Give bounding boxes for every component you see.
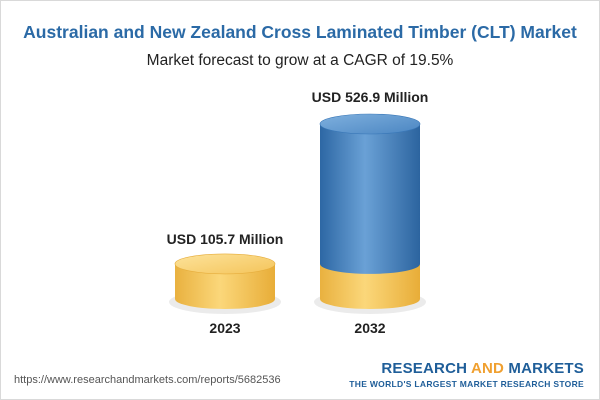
brand-name: RESEARCH AND MARKETS xyxy=(349,360,584,377)
bar-top-2023 xyxy=(174,253,276,275)
data-label-2023: USD 105.7 Million xyxy=(167,231,284,247)
source-url[interactable]: https://www.researchandmarkets.com/repor… xyxy=(14,374,281,386)
data-label-2032: USD 526.9 Million xyxy=(312,89,429,105)
bar-2023 xyxy=(175,263,275,309)
chart-subtitle: Market forecast to grow at a CAGR of 19.… xyxy=(146,52,454,69)
brand-part1: RESEARCH xyxy=(381,360,471,377)
bar-top-2032 xyxy=(319,113,421,135)
brand-part2: AND xyxy=(470,360,505,377)
bar-base-2032 xyxy=(320,263,420,309)
chart-title: Australian and New Zealand Cross Laminat… xyxy=(23,22,577,42)
brand-tagline: THE WORLD'S LARGEST MARKET RESEARCH STOR… xyxy=(349,379,584,389)
bar-2032 xyxy=(319,124,420,274)
category-label-2023: 2023 xyxy=(209,320,240,336)
brand-part3: MARKETS xyxy=(504,360,584,377)
brand-logo[interactable]: RESEARCH AND MARKETS THE WORLD'S LARGEST… xyxy=(349,360,584,389)
category-label-2032: 2032 xyxy=(354,320,385,336)
